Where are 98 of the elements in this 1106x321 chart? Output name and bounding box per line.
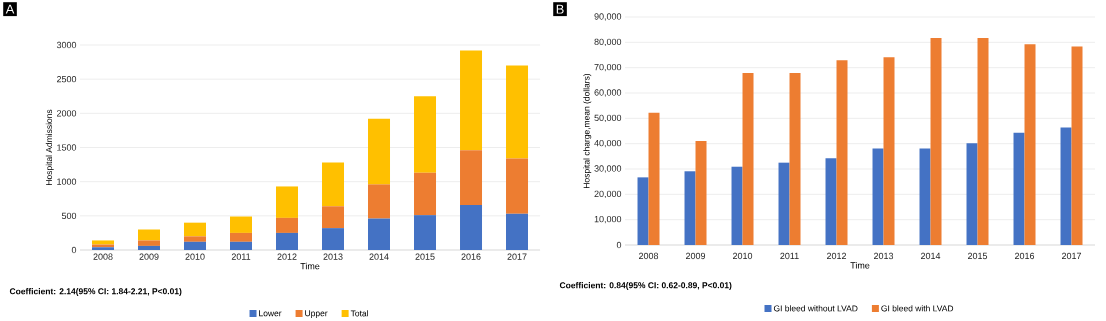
bar bbox=[883, 57, 895, 245]
bar bbox=[184, 236, 207, 242]
bar bbox=[695, 140, 707, 245]
x-tick-label: 2017 bbox=[1061, 252, 1082, 260]
bar bbox=[92, 240, 115, 245]
y-axis-title: Hospital Admissions bbox=[45, 109, 54, 185]
bar bbox=[506, 158, 529, 214]
bar bbox=[1071, 46, 1083, 245]
bar bbox=[276, 232, 299, 250]
y-tick-label: 40,000 bbox=[594, 139, 622, 148]
chart-title: A bbox=[5, 4, 15, 14]
bar bbox=[138, 245, 161, 250]
x-tick-label: 2008 bbox=[93, 253, 113, 260]
y-tick-label: 20,000 bbox=[594, 190, 622, 199]
bar bbox=[184, 241, 207, 250]
x-tick-label: 2014 bbox=[369, 253, 389, 260]
legend-label: Total bbox=[350, 310, 368, 317]
y-tick-label: 3000 bbox=[56, 41, 77, 49]
x-axis-title: Time bbox=[850, 261, 870, 269]
text: Coefficient: 2.14(95% CI: 1.84-2.21, P<0.01) bbox=[9, 288, 182, 296]
legend-label: Upper bbox=[305, 310, 328, 318]
x-tick-label: 2015 bbox=[415, 253, 435, 260]
x-tick-label: 2010 bbox=[732, 252, 753, 260]
bar bbox=[836, 60, 848, 245]
bar bbox=[414, 215, 437, 250]
x-tick-label: 2014 bbox=[920, 252, 941, 260]
y-tick-label: 500 bbox=[61, 212, 77, 220]
x-tick-label: 2009 bbox=[685, 252, 706, 260]
bar bbox=[966, 143, 978, 245]
x-tick-label: 2010 bbox=[185, 253, 205, 260]
bar bbox=[506, 213, 529, 250]
bar bbox=[368, 118, 391, 185]
bar bbox=[414, 172, 437, 216]
bar bbox=[230, 216, 253, 233]
y-tick-label: 0 bbox=[71, 246, 77, 254]
bar bbox=[230, 241, 253, 250]
x-tick-label: 2011 bbox=[780, 252, 799, 260]
y-tick-label: 0 bbox=[616, 241, 622, 249]
bar bbox=[919, 148, 931, 245]
bar bbox=[506, 65, 529, 159]
y-tick-label: 70,000 bbox=[594, 63, 622, 72]
x-tick-label: 2013 bbox=[873, 252, 894, 260]
bar bbox=[368, 218, 391, 250]
chart-title: B bbox=[556, 4, 564, 14]
bar bbox=[977, 38, 989, 245]
bar bbox=[1060, 127, 1072, 245]
bar bbox=[322, 228, 345, 250]
y-tick-label: 90,000 bbox=[594, 13, 622, 21]
x-tick-label: 2016 bbox=[1014, 252, 1035, 260]
x-tick-label: 2012 bbox=[277, 253, 297, 260]
x-axis-title: Time bbox=[300, 262, 320, 270]
y-tick-label: 60,000 bbox=[594, 89, 622, 97]
bar bbox=[930, 38, 942, 245]
bar bbox=[276, 186, 299, 218]
bar bbox=[778, 162, 790, 245]
x-tick-label: 2009 bbox=[139, 253, 159, 260]
bar bbox=[825, 158, 837, 245]
bar bbox=[138, 240, 161, 246]
bar bbox=[1024, 44, 1036, 245]
bar bbox=[1013, 132, 1025, 245]
x-tick-label: 2012 bbox=[826, 252, 847, 260]
bar bbox=[789, 72, 801, 245]
x-tick-label: 2016 bbox=[461, 253, 481, 260]
x-tick-label: 2013 bbox=[323, 253, 343, 260]
bar bbox=[368, 184, 391, 219]
x-tick-label: 2011 bbox=[231, 253, 251, 260]
legend-label: GI bleed with LVAD bbox=[881, 305, 954, 312]
y-tick-label: 10,000 bbox=[594, 215, 622, 224]
x-tick-label: 2017 bbox=[507, 253, 527, 260]
y-tick-label: 80,000 bbox=[594, 38, 622, 47]
bar bbox=[276, 217, 299, 233]
y-tick-label: 2500 bbox=[56, 75, 77, 83]
bar bbox=[138, 229, 161, 241]
y-tick-label: 30,000 bbox=[594, 165, 622, 173]
legend-label: Lower bbox=[259, 310, 282, 317]
bar bbox=[742, 72, 754, 245]
bar bbox=[322, 162, 345, 207]
x-tick-label: 2015 bbox=[967, 252, 988, 260]
bar bbox=[684, 171, 696, 245]
bar bbox=[322, 206, 345, 229]
y-tick-label: 1000 bbox=[57, 178, 77, 185]
y-tick-label: 2000 bbox=[56, 110, 77, 117]
y-axis-title: Hospital charge,mean (dollars) bbox=[583, 73, 592, 188]
x-tick-label: 2008 bbox=[638, 252, 659, 260]
y-tick-label: 50,000 bbox=[594, 114, 622, 123]
bar bbox=[460, 150, 483, 205]
bar bbox=[184, 222, 207, 237]
bar bbox=[230, 232, 253, 242]
legend-label: GI bleed without LVAD bbox=[773, 305, 858, 312]
bar bbox=[460, 50, 483, 151]
text: Coefficient: 0.84(95% CI: 0.62-0.89, P<0.01) bbox=[559, 282, 732, 290]
bar bbox=[414, 96, 437, 173]
bar bbox=[872, 148, 884, 245]
bar bbox=[731, 166, 743, 245]
bar bbox=[648, 112, 660, 245]
bar bbox=[460, 204, 483, 250]
bar bbox=[637, 177, 649, 245]
y-tick-label: 1500 bbox=[57, 144, 77, 151]
